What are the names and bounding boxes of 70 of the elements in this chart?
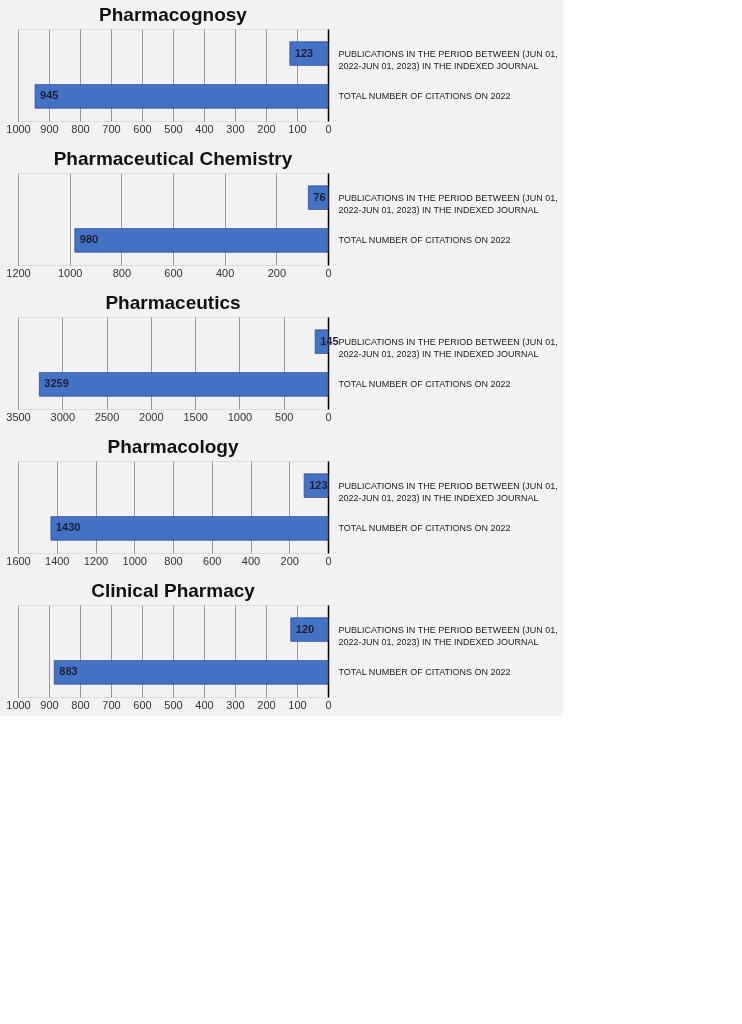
chart-title: Clinical Pharmacy (91, 580, 256, 601)
x-tick-label: 400 (195, 698, 214, 711)
data-label: 980 (79, 233, 99, 246)
data-label: 120 (295, 622, 315, 635)
x-tick-label: 1600 (6, 554, 31, 567)
x-tick-label: 1200 (83, 554, 109, 567)
x-tick-label: 400 (195, 122, 214, 135)
x-tick-label: 800 (112, 266, 132, 279)
x-tick-label: 1500 (183, 410, 208, 423)
y-tick-label: PUBLICATIONS IN THE PERIOD BETWEEN (JUN 01, 2022-JUN 01, 2023) IN THE INDEXED JOURNAL (338, 480, 558, 503)
x-tick-label: 200 (257, 122, 276, 135)
x-tick-label: 1000 (6, 122, 31, 135)
chart-title: Pharmacology (107, 436, 239, 457)
y-tick-label: PUBLICATIONS IN THE PERIOD BETWEEN (JUN 01, 2022-JUN 01, 2023) IN THE INDEXED JOURNAL (338, 192, 558, 215)
x-tick-label: 900 (40, 122, 59, 135)
x-tick-label: 500 (164, 698, 183, 711)
x-tick-label: 300 (226, 122, 245, 135)
data-label: 945 (40, 89, 59, 102)
x-tick-label: 800 (71, 698, 90, 711)
x-tick-label: 0 (325, 266, 332, 279)
data-label: 123 (294, 46, 314, 59)
y-tick-label: TOTAL NUMBER OF CITATIONS ON 2022 (338, 523, 511, 534)
y-tick-label: TOTAL NUMBER OF CITATIONS ON 2022 (338, 379, 511, 390)
x-tick-label: 1000 (227, 410, 253, 423)
x-tick-label: 2000 (139, 410, 164, 423)
x-tick-label: 800 (71, 122, 90, 135)
data-label: 3259 (44, 377, 69, 390)
x-tick-label: 1000 (57, 266, 83, 279)
x-tick-label: 400 (215, 266, 235, 279)
x-tick-label: 600 (203, 554, 222, 567)
x-tick-label: 1400 (45, 554, 70, 567)
x-tick-label: 3500 (6, 410, 31, 423)
x-tick-label: 1000 (6, 698, 31, 711)
x-tick-label: 800 (164, 554, 183, 567)
data-label: 1430 (55, 521, 81, 534)
x-tick-label: 200 (280, 554, 299, 567)
x-tick-label: 1200 (6, 266, 31, 279)
x-tick-label: 600 (133, 122, 152, 135)
x-tick-label: 600 (133, 698, 152, 711)
x-tick-label: 200 (257, 698, 276, 711)
data-label: 76 (313, 190, 326, 203)
x-tick-label: 900 (40, 698, 59, 711)
chart-title: Pharmacognosy (99, 4, 248, 25)
x-tick-label: 100 (288, 698, 307, 711)
y-tick-label: PUBLICATIONS IN THE PERIOD BETWEEN (JUN 01, 2022-JUN 01, 2023) IN THE INDEXED JOURNAL (338, 624, 558, 647)
y-tick-label: PUBLICATIONS IN THE PERIOD BETWEEN (JUN 01, 2022-JUN 01, 2023) IN THE INDEXED JOURNAL (338, 48, 558, 71)
x-tick-label: 2500 (94, 410, 120, 423)
data-label: 883 (59, 665, 78, 678)
x-tick-label: 0 (325, 554, 332, 567)
x-tick-label: 0 (325, 698, 332, 711)
x-tick-label: 0 (325, 410, 332, 423)
x-tick-label: 1000 (122, 554, 147, 567)
y-tick-label: PUBLICATIONS IN THE PERIOD BETWEEN (JUN 01, 2022-JUN 01, 2023) IN THE INDEXED JOURNAL (338, 336, 558, 359)
y-tick-label: TOTAL NUMBER OF CITATIONS ON 2022 (338, 667, 511, 678)
x-tick-label: 100 (288, 122, 307, 135)
y-tick-label: TOTAL NUMBER OF CITATIONS ON 2022 (338, 91, 511, 102)
x-tick-label: 500 (164, 122, 183, 135)
chart-title: Pharmaceutical Chemistry (53, 148, 293, 169)
x-tick-label: 200 (267, 266, 287, 279)
x-tick-label: 700 (102, 122, 121, 135)
x-tick-label: 700 (102, 698, 121, 711)
chart-title: Pharmaceutics (105, 292, 241, 313)
x-tick-label: 3000 (50, 410, 76, 423)
x-tick-label: 600 (164, 266, 183, 279)
x-tick-label: 400 (241, 554, 261, 567)
y-tick-label: TOTAL NUMBER OF CITATIONS ON 2022 (338, 235, 511, 246)
x-tick-label: 500 (275, 410, 294, 423)
x-tick-label: 300 (226, 698, 245, 711)
data-label: 123 (309, 478, 328, 491)
x-tick-label: 0 (325, 122, 332, 135)
